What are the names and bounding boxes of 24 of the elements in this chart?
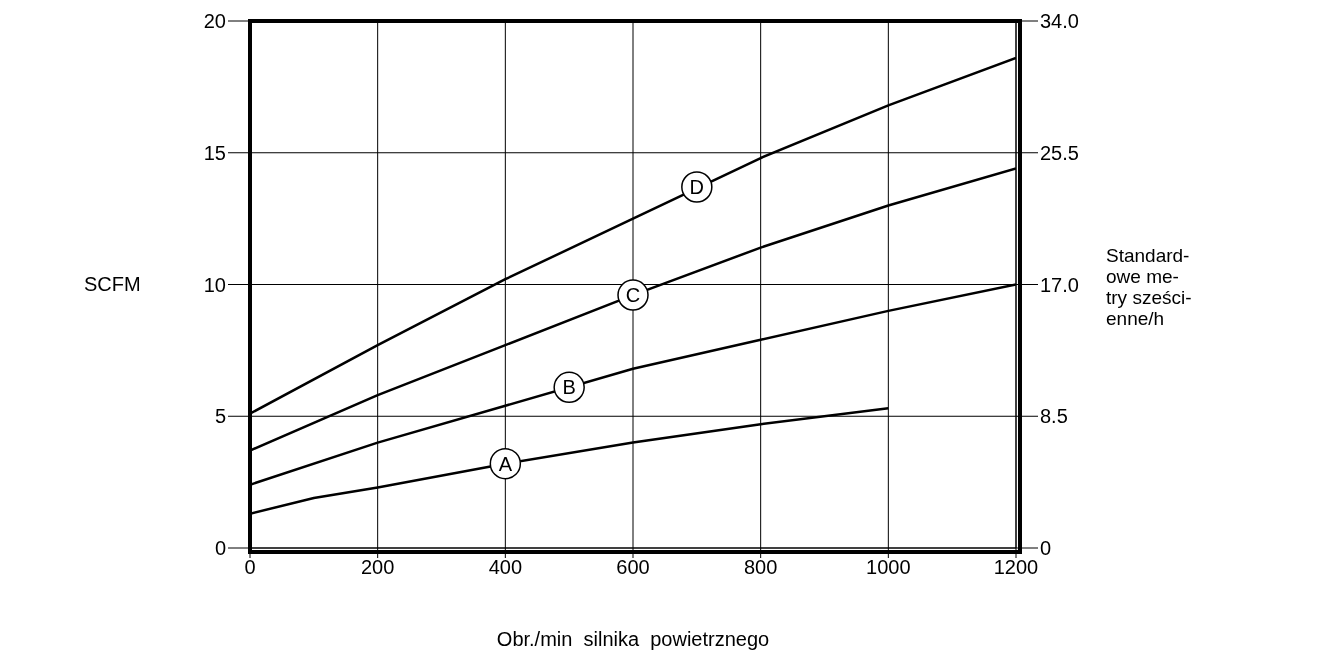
- y-tick-label: 0: [214, 537, 226, 560]
- y2-tick-label: 25.5: [1040, 141, 1079, 164]
- x-axis-title: Obr./min silnika powietrznego: [495, 628, 771, 651]
- y-axis-title: SCFM: [84, 272, 141, 296]
- y2-tick-label: 17.0: [1040, 273, 1079, 296]
- y-tick-label: 5: [214, 405, 226, 428]
- y-tick-label: 15: [203, 141, 226, 164]
- y-tick-label: 10: [203, 273, 226, 296]
- y2-tick-label: 0: [1040, 537, 1052, 560]
- y2-tick-label: 34.0: [1040, 10, 1079, 33]
- x-tick-label: 800: [743, 556, 778, 579]
- annotation: D: [689, 176, 705, 199]
- y2-tick-label: 8.5: [1040, 405, 1068, 428]
- x-tick-label: 600: [616, 556, 650, 579]
- y-tick-label: 20: [203, 10, 226, 33]
- x-tick-label: 200: [360, 556, 395, 579]
- annotation: B: [562, 376, 576, 399]
- annotation: A: [498, 452, 513, 475]
- x-tick-label: 1200: [993, 556, 1039, 579]
- x-tick-label: 400: [488, 556, 523, 579]
- x-tick-label: 0: [244, 556, 256, 579]
- annotation: C: [625, 284, 641, 307]
- y2-axis-title: Standard- owe me- try sześci- enne/h: [1106, 244, 1192, 329]
- x-tick-label: 1000: [866, 556, 911, 579]
